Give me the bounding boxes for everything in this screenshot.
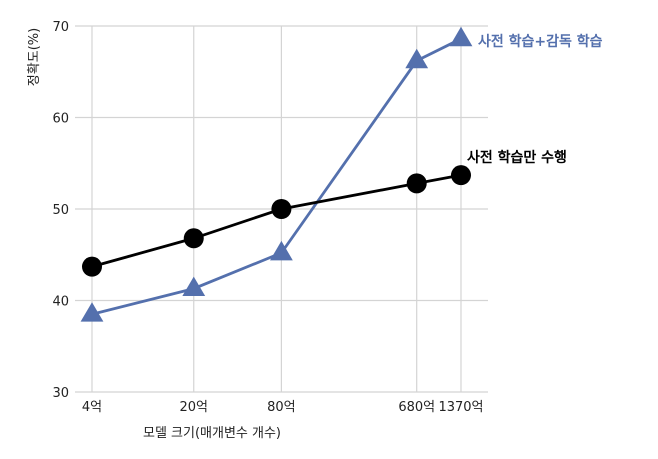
y-tick-label: 60 [52,112,69,127]
y-tick-label: 40 [52,295,69,310]
y-tick-label: 30 [52,386,69,401]
data-point-triangle [182,276,206,297]
data-point-circle [451,165,471,186]
series-0 [80,26,473,322]
data-point-triangle [449,26,473,47]
data-point-circle [183,228,204,249]
series-line [91,37,462,316]
series-label-pretrain-only: 사전 학습만 수행 [467,149,567,166]
x-axis-title: 모델 크기(매개변수 개수) [143,426,281,441]
data-point-triangle [80,302,104,322]
x-tick-label: 4억 [82,400,102,415]
y-tick-label: 50 [52,203,69,218]
x-tick-label: 680억 [398,400,435,415]
series-layer [80,26,473,322]
x-tick-label: 1370억 [438,400,483,415]
series-1 [82,165,471,277]
series-label-supervised: 사전 학습+감독 학습 [478,33,603,50]
y-tick-label: 70 [52,20,69,35]
data-point-circle [82,256,102,277]
y-axis-title: 정확도(%) [27,28,42,86]
y-tick-labels: 30 40 50 60 70 [52,20,69,401]
data-point-circle [271,199,292,219]
data-point-circle [406,173,427,194]
data-point-triangle [270,240,293,261]
x-tick-label: 80억 [267,400,296,415]
x-tick-labels: 4억 20억 80억 680억 1370억 [82,400,484,415]
x-tick-label: 20억 [179,400,208,415]
data-point-triangle [405,48,429,69]
